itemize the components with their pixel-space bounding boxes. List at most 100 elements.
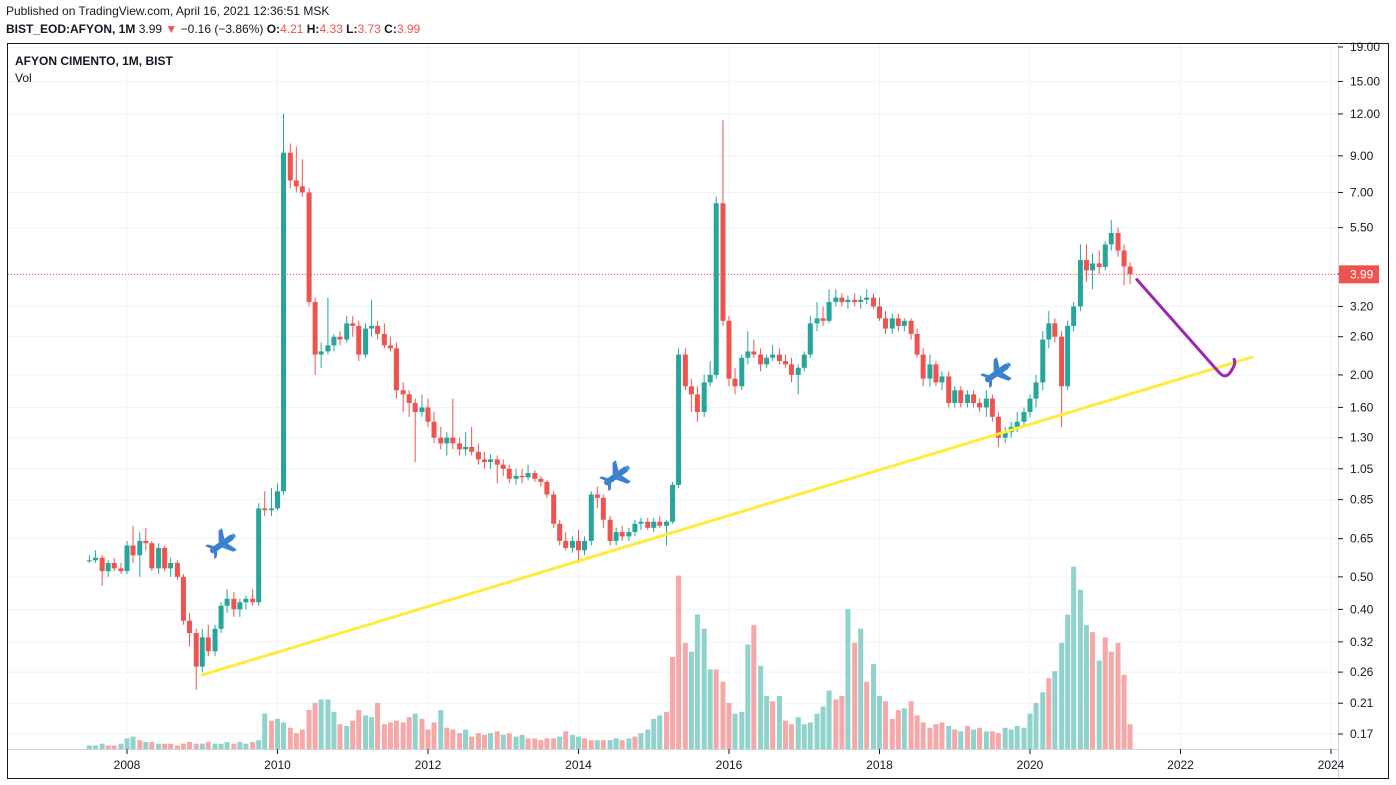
volume-bar bbox=[820, 706, 826, 749]
airplane-icon[interactable] bbox=[202, 524, 242, 563]
volume-bar bbox=[186, 741, 192, 749]
candle bbox=[739, 354, 745, 391]
open-value: 4.21 bbox=[280, 22, 304, 36]
candle-body bbox=[444, 437, 450, 444]
candle bbox=[199, 628, 205, 673]
price-axis[interactable]: 19.0015.0012.009.007.005.504.003.202.602… bbox=[1338, 40, 1380, 741]
candle-body bbox=[864, 297, 870, 300]
candle bbox=[287, 143, 293, 189]
candle bbox=[312, 297, 318, 375]
candle bbox=[487, 454, 493, 469]
candle-body bbox=[331, 336, 337, 346]
forecast-arrow[interactable] bbox=[1135, 278, 1237, 378]
volume-bar bbox=[237, 741, 243, 749]
candle-body bbox=[732, 378, 738, 387]
volume-bar bbox=[788, 724, 794, 749]
price-tick-label: 9.00 bbox=[1350, 149, 1374, 163]
volume-bar bbox=[607, 740, 613, 749]
volume-bar bbox=[877, 695, 882, 749]
candle-body bbox=[707, 374, 713, 383]
price-tick-label: 2.00 bbox=[1350, 368, 1374, 382]
candle-body bbox=[306, 192, 312, 302]
candle-body bbox=[619, 532, 625, 537]
candle bbox=[137, 532, 143, 577]
volume-bar bbox=[1108, 651, 1114, 749]
candle bbox=[111, 557, 117, 572]
volume-bar bbox=[983, 731, 989, 749]
candle-body bbox=[952, 390, 958, 403]
candle-body bbox=[807, 323, 813, 355]
candle bbox=[995, 412, 1001, 447]
volume-bar bbox=[557, 736, 563, 749]
time-tick-label: 2016 bbox=[716, 758, 743, 772]
time-axis[interactable]: 2008 2010 2012 2014 2016 2018 2020 2022 2024 bbox=[114, 749, 1345, 772]
volume-bar bbox=[193, 743, 199, 749]
candle bbox=[682, 348, 688, 391]
volume-bar bbox=[694, 614, 700, 749]
candle-body bbox=[1127, 266, 1133, 275]
last-price-label: 3.99 bbox=[1339, 265, 1379, 284]
volume-bar bbox=[551, 738, 557, 749]
volume-bar bbox=[538, 740, 544, 749]
chart-frame bbox=[7, 43, 1389, 779]
volume-bar bbox=[826, 690, 832, 749]
candle-body bbox=[318, 351, 324, 355]
candle bbox=[989, 394, 995, 422]
candle bbox=[1033, 374, 1039, 408]
candle bbox=[325, 297, 331, 355]
candle-body bbox=[393, 348, 399, 391]
trend-line[interactable] bbox=[200, 355, 1254, 677]
candle-body bbox=[563, 540, 569, 548]
candle-body bbox=[538, 478, 544, 482]
candle-body bbox=[877, 306, 882, 319]
volume-bar bbox=[576, 736, 581, 749]
candle-body bbox=[927, 364, 933, 379]
volume-bar bbox=[682, 642, 688, 749]
candle-body bbox=[1096, 263, 1102, 267]
candle bbox=[801, 351, 807, 372]
candle-body bbox=[594, 494, 600, 498]
candle bbox=[250, 589, 256, 606]
volume-bar bbox=[337, 724, 343, 749]
candle-body bbox=[500, 464, 506, 469]
volume-bar bbox=[481, 734, 487, 749]
volume-bar bbox=[582, 738, 588, 749]
volume-bar bbox=[519, 734, 525, 749]
candle-body bbox=[425, 407, 431, 422]
candle-body bbox=[788, 364, 794, 375]
volume-bar bbox=[713, 669, 719, 749]
candle bbox=[983, 390, 989, 417]
volume-bar bbox=[325, 699, 331, 749]
volume-bar bbox=[732, 713, 738, 749]
candle bbox=[732, 367, 738, 395]
candle bbox=[858, 295, 864, 309]
airplane-icon[interactable] bbox=[596, 456, 636, 495]
candle-body bbox=[682, 354, 688, 387]
candlestick-series bbox=[86, 113, 1133, 690]
volume-bar bbox=[638, 733, 644, 749]
volume-bar bbox=[1027, 713, 1033, 749]
volume-bar bbox=[363, 715, 369, 749]
candle-body bbox=[908, 320, 914, 334]
volume-bar bbox=[350, 720, 356, 749]
volume-bar bbox=[770, 701, 776, 749]
candle-body bbox=[995, 416, 1001, 438]
candle bbox=[237, 598, 243, 617]
candle-body bbox=[1059, 336, 1065, 387]
candle-body bbox=[1077, 260, 1083, 307]
volume-bar bbox=[977, 727, 983, 749]
candle bbox=[895, 313, 901, 332]
candle-body bbox=[726, 320, 732, 379]
volume-bar bbox=[933, 724, 939, 749]
candle-body bbox=[312, 301, 318, 355]
airplane-icon[interactable] bbox=[977, 353, 1017, 392]
candle-body bbox=[1071, 306, 1077, 326]
candle bbox=[607, 515, 613, 546]
volume-bar bbox=[513, 736, 519, 749]
symbol-label[interactable]: BIST_EOD:AFYON, 1M bbox=[6, 22, 136, 36]
volume-bar bbox=[287, 727, 293, 749]
volume-bar bbox=[883, 701, 889, 749]
candle-body bbox=[506, 468, 512, 479]
candle bbox=[1046, 311, 1052, 349]
